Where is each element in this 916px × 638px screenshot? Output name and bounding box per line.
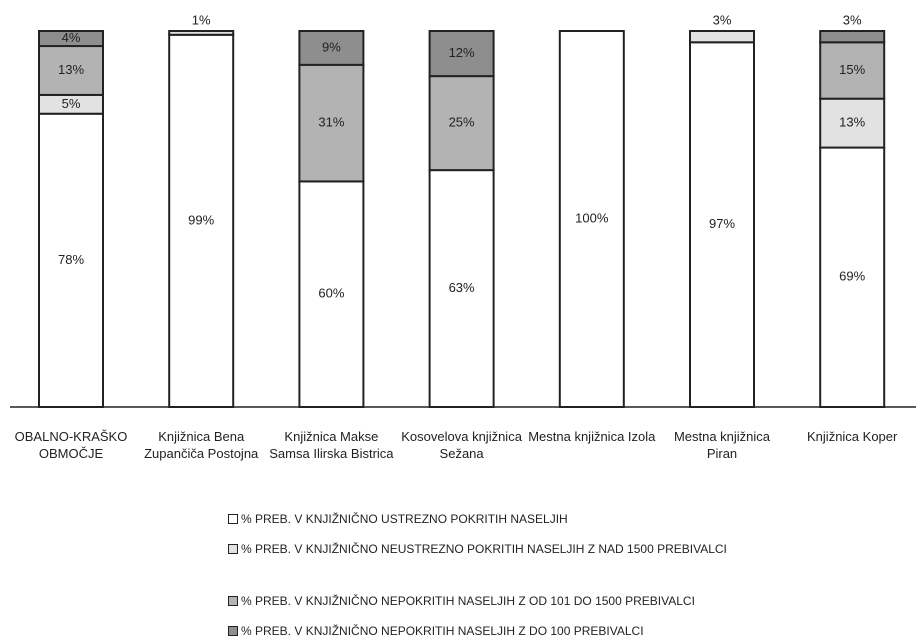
legend-label: % PREB. V KNJIŽNIČNO NEPOKRITIH NASELJIH… bbox=[241, 624, 644, 638]
value-label: 13% bbox=[58, 62, 84, 77]
value-label: 63% bbox=[449, 280, 475, 295]
bar-segment bbox=[428, 30, 495, 78]
legend-swatch bbox=[228, 544, 238, 554]
value-label: 99% bbox=[188, 212, 214, 227]
bar-segment bbox=[428, 169, 495, 408]
value-label: 69% bbox=[839, 269, 865, 284]
legend-item: % PREB. V KNJIŽNIČNO NEPOKRITIH NASELJIH… bbox=[228, 594, 728, 609]
value-label: 15% bbox=[839, 62, 865, 77]
legend-swatch bbox=[228, 626, 238, 636]
legend-swatch bbox=[228, 596, 238, 606]
bar-segment bbox=[558, 30, 625, 408]
legend-item: % PREB. V KNJIŽNIČNO NEPOKRITIH NASELJIH… bbox=[228, 624, 728, 638]
x-tick-label: Knjižnica Koper bbox=[807, 429, 898, 444]
bar-segment bbox=[38, 112, 104, 408]
value-label: 1% bbox=[192, 12, 211, 27]
value-label: 25% bbox=[449, 115, 475, 130]
legend-label: % PREB. V KNJIŽNIČNO NEPOKRITIH NASELJIH… bbox=[241, 594, 695, 608]
bar-segment bbox=[38, 45, 104, 96]
value-label: 9% bbox=[322, 39, 341, 54]
x-tick-label: Knjižnica Bena Zupančiča Postojna bbox=[144, 429, 259, 461]
legend-label: % PREB. V KNJIŽNIČNO NEUSTREZNO POKRITIH… bbox=[241, 542, 727, 556]
legend-swatch bbox=[228, 514, 238, 524]
bar-segment bbox=[298, 30, 365, 66]
bar-segment bbox=[689, 30, 755, 44]
legend-label: % PREB. V KNJIŽNIČNO USTREZNO POKRITIH N… bbox=[241, 512, 568, 526]
bar-segment bbox=[819, 30, 886, 44]
value-label: 60% bbox=[318, 286, 344, 301]
bar-segment bbox=[819, 41, 886, 100]
x-tick-label: Mestna knjižnica Izola bbox=[528, 429, 656, 444]
value-label: 4% bbox=[62, 30, 81, 45]
value-label: 97% bbox=[709, 216, 735, 231]
bar-segment bbox=[819, 146, 886, 408]
value-label: 78% bbox=[58, 252, 84, 267]
bar-segment bbox=[168, 33, 235, 408]
x-tick-label: Kosovelova knjižnica Sežana bbox=[401, 429, 522, 461]
bar-segment bbox=[168, 30, 235, 36]
bar-segment bbox=[38, 30, 104, 48]
x-tick-label: Mestna knjižnica Piran bbox=[673, 429, 771, 461]
legend-item: % PREB. V KNJIŽNIČNO USTREZNO POKRITIH N… bbox=[228, 512, 728, 527]
legend-item: % PREB. V KNJIŽNIČNO NEUSTREZNO POKRITIH… bbox=[228, 542, 728, 557]
value-label: 12% bbox=[449, 45, 475, 60]
value-label: 13% bbox=[839, 115, 865, 130]
x-tick-label: Knjižnica Makse Samsa Ilirska Bistrica bbox=[269, 429, 394, 461]
value-label: 3% bbox=[843, 12, 862, 27]
bar-segment bbox=[428, 75, 495, 172]
x-tick-label: OBALNO-KRAŠKO OBMOČJE bbox=[14, 429, 128, 461]
value-label: 5% bbox=[62, 96, 81, 111]
value-label: 3% bbox=[713, 12, 732, 27]
value-label: 100% bbox=[575, 210, 609, 225]
bar-segment bbox=[298, 180, 365, 408]
bar-segment bbox=[298, 63, 365, 183]
value-label: 31% bbox=[318, 115, 344, 130]
